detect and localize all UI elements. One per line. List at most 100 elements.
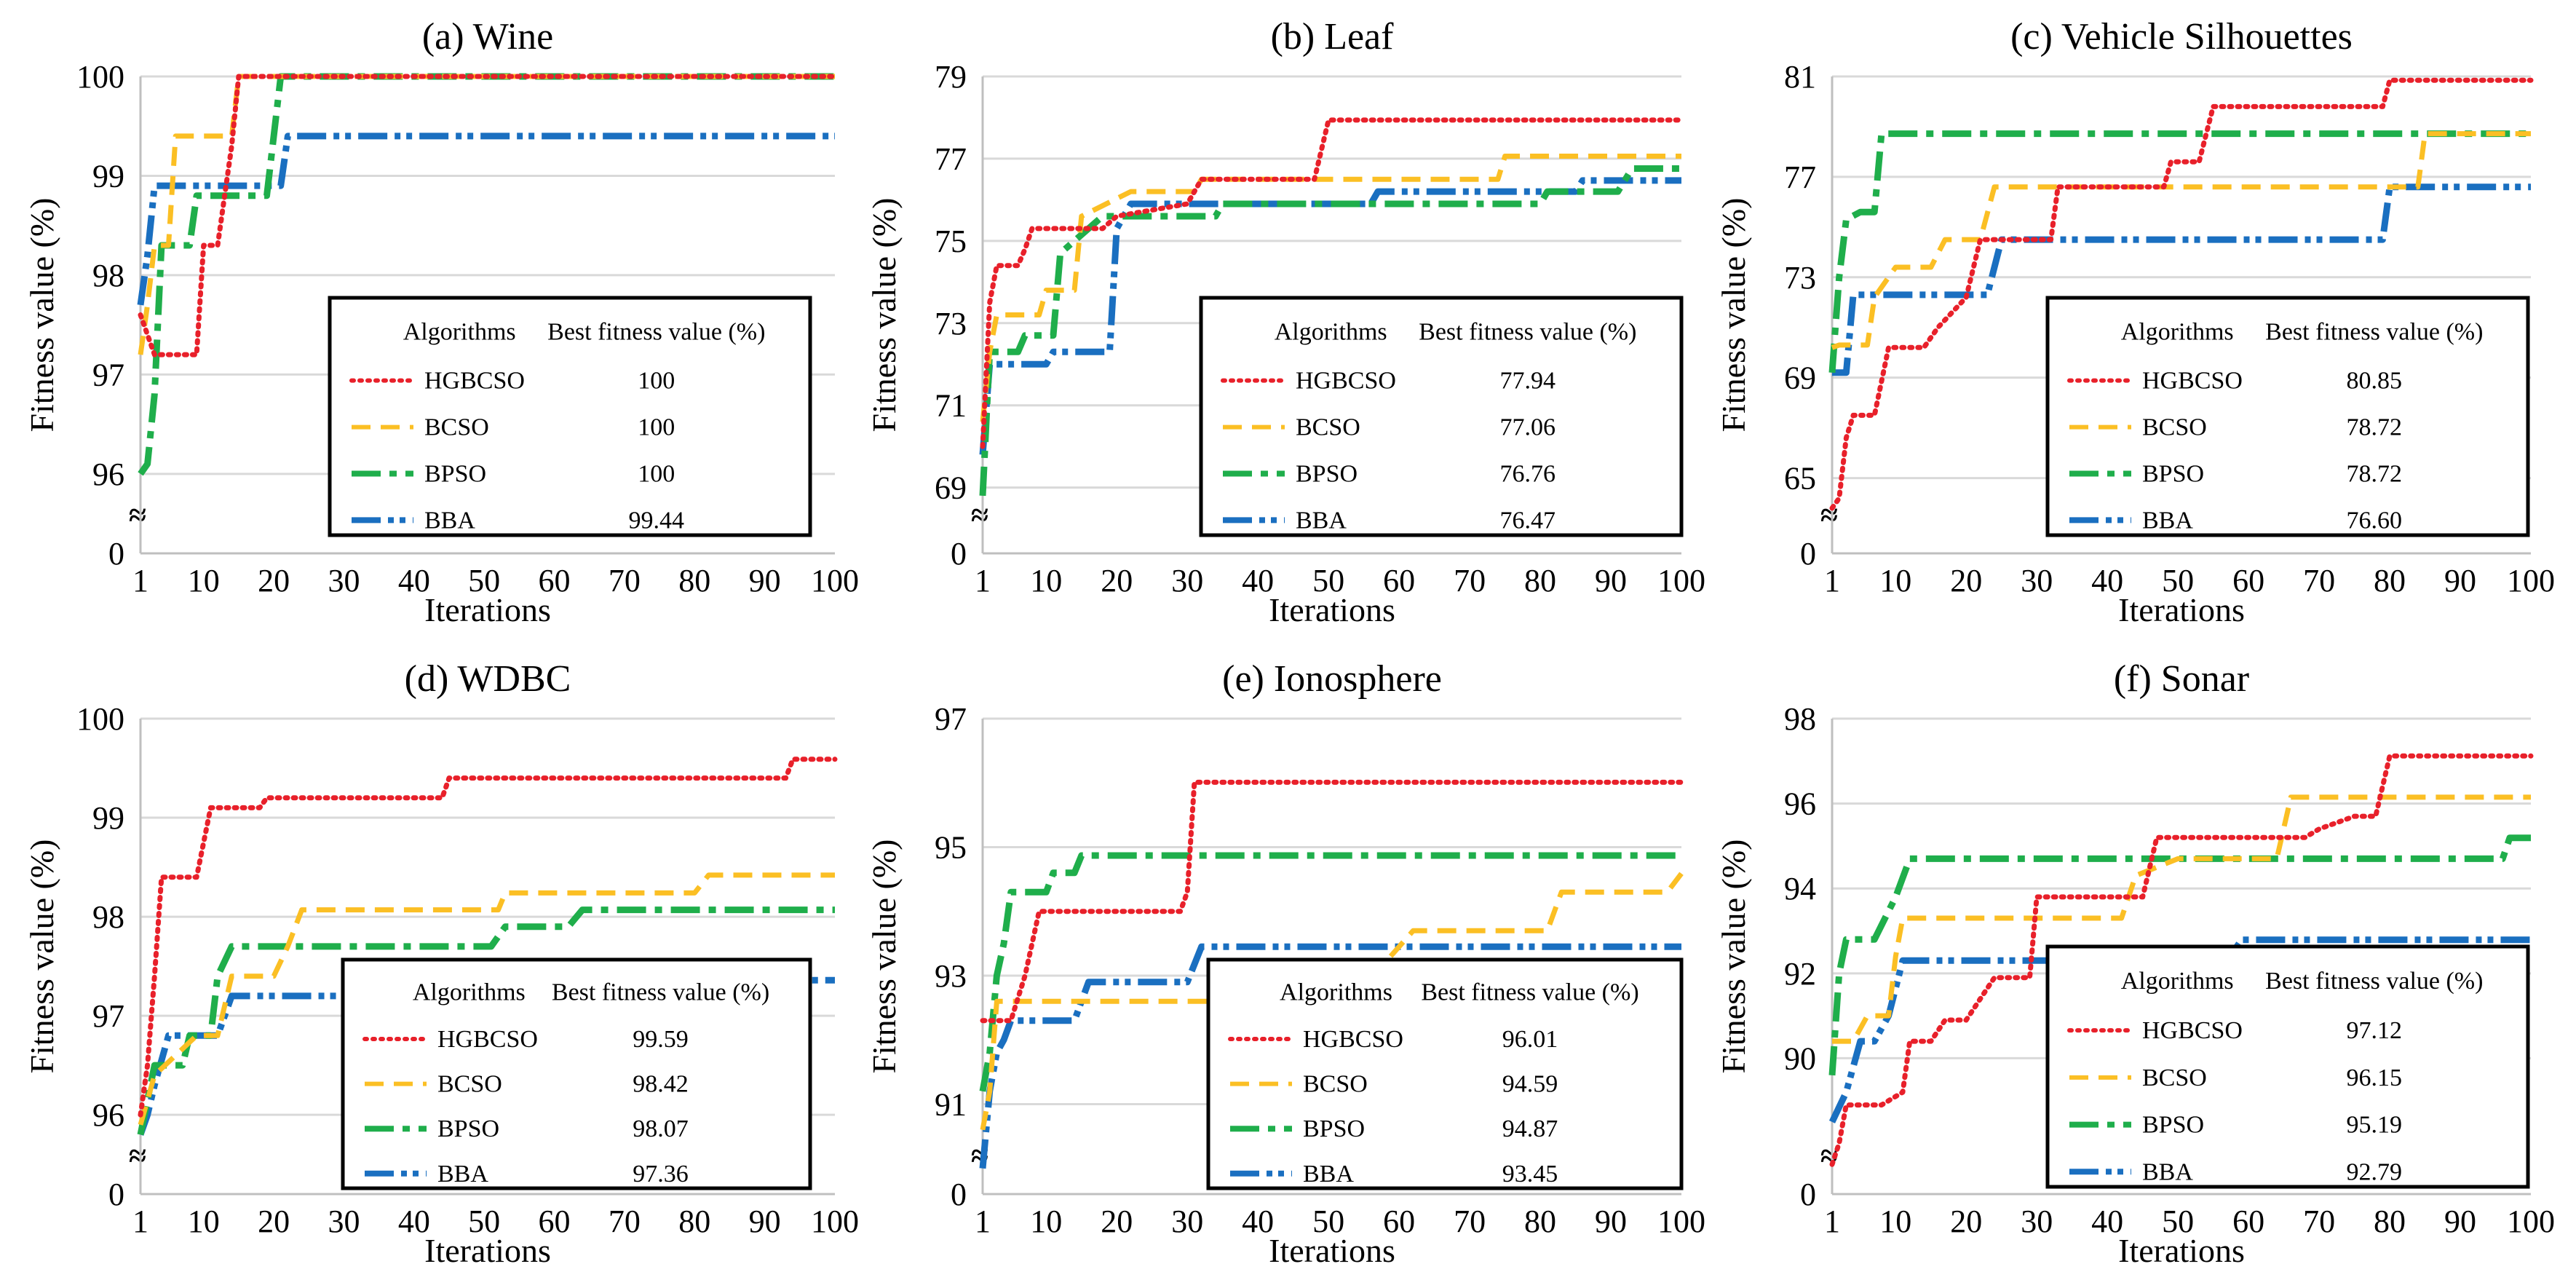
legend-name: BCSO	[2142, 1064, 2207, 1091]
series-line-hgbcso	[1829, 753, 2534, 1167]
x-tick-label: 40	[398, 563, 430, 598]
x-tick-label: 70	[1454, 563, 1486, 598]
legend-name: BCSO	[1303, 1071, 1368, 1098]
x-tick-label: 10	[1030, 1204, 1062, 1239]
y-tick-label-zero: 0	[951, 536, 967, 572]
series-line-bpso	[979, 165, 1681, 497]
y-tick-label: 65	[1784, 461, 1816, 497]
legend-value: 76.76	[1500, 460, 1556, 487]
x-tick-label: 60	[539, 563, 571, 598]
series-line-bba	[979, 943, 1681, 1169]
x-tick-label: 80	[678, 1204, 710, 1239]
x-tick-label: 50	[2162, 1204, 2194, 1239]
legend-name: HGBCSO	[2142, 368, 2243, 395]
x-tick-label: 90	[1595, 1204, 1627, 1239]
chart-title: (e) Ionosphere	[1222, 658, 1442, 700]
y-tick-label: 98	[92, 258, 124, 293]
x-tick-label: 50	[2162, 563, 2194, 598]
y-tick-label: 97	[92, 357, 124, 392]
series-line-bcso	[980, 872, 1684, 1131]
legend-name: BPSO	[424, 460, 486, 487]
legend-value: 96.01	[1502, 1026, 1558, 1053]
legend-value: 95.19	[2347, 1112, 2403, 1139]
x-tick-label: 10	[1879, 563, 1911, 598]
x-tick-label: 30	[1171, 563, 1203, 598]
y-tick-label: 97	[935, 701, 967, 737]
legend-name: HGBCSO	[1303, 1026, 1403, 1053]
y-tick-label: 96	[1784, 786, 1816, 822]
axis-break-symbol: ≈	[129, 1138, 146, 1174]
x-tick-label: 100	[811, 563, 859, 598]
y-tick-label: 90	[1784, 1040, 1816, 1076]
x-tick-label: 70	[2303, 1204, 2335, 1239]
x-tick-label: 40	[2091, 1204, 2123, 1239]
legend-name: BCSO	[2142, 414, 2207, 441]
legend-name: BBA	[2142, 507, 2193, 534]
series-line-bcso	[980, 154, 1681, 422]
x-tick-label: 80	[2374, 1204, 2406, 1239]
x-tick-label: 90	[1595, 563, 1627, 598]
x-tick-label: 80	[1524, 563, 1556, 598]
x-tick-label: 100	[1657, 1204, 1705, 1239]
y-tick-label: 71	[935, 388, 967, 424]
legend-value: 94.59	[1502, 1071, 1558, 1098]
legend-header-algorithms: Algorithms	[1275, 319, 1387, 346]
legend-header-best-fitness: Best fitness value (%)	[552, 979, 769, 1006]
x-tick-label: 10	[1030, 563, 1062, 598]
legend-name: BBA	[424, 507, 475, 534]
series-line-bpso	[1828, 130, 2531, 374]
x-tick-label: 70	[609, 1204, 641, 1239]
x-axis-label: Iterations	[2118, 1232, 2245, 1269]
y-tick-label: 100	[76, 701, 124, 737]
y-tick-label: 75	[935, 224, 967, 259]
y-tick-label-zero: 0	[951, 1177, 967, 1212]
x-tick-label: 80	[2374, 563, 2406, 598]
legend-box	[2045, 296, 2530, 537]
legend-name: BCSO	[424, 414, 489, 441]
series-line-bpso	[137, 906, 835, 1136]
y-tick-label: 98	[92, 899, 124, 935]
legend-box	[1199, 296, 1684, 537]
legend-name: HGBCSO	[2142, 1017, 2243, 1044]
legend-name: BCSO	[437, 1071, 502, 1098]
y-tick-label: 94	[1784, 871, 1816, 906]
x-tick-label: 30	[1171, 1204, 1203, 1239]
x-tick-label: 20	[258, 563, 290, 598]
y-tick-label: 73	[935, 306, 967, 341]
y-tick-label: 92	[1784, 956, 1816, 992]
x-tick-label: 30	[2021, 1204, 2053, 1239]
x-tick-label: 90	[749, 563, 781, 598]
x-tick-label: 70	[609, 563, 641, 598]
x-tick-label: 20	[1950, 563, 1982, 598]
x-axis-label: Iterations	[2118, 591, 2245, 628]
legend-value: 99.59	[633, 1026, 689, 1053]
x-tick-label: 1	[1824, 563, 1840, 598]
legend-name: BBA	[1296, 507, 1347, 534]
legend: Algorithms Best fitness value (%) HGBCSO 10…	[328, 296, 812, 537]
chart-panel-2: (b) Leaf 69 71 73 75 77 79 0≈1 10 20 30 40 50 60 70 80 9…	[865, 16, 1705, 628]
legend-header-best-fitness: Best fitness value (%)	[1421, 979, 1638, 1006]
legend-value: 97.36	[633, 1161, 689, 1188]
axis-break-symbol: ≈	[129, 497, 146, 533]
legend-name: BBA	[1303, 1161, 1354, 1188]
y-axis-label: Fitness value (%)	[1715, 198, 1752, 432]
legend-value: 77.06	[1500, 414, 1556, 441]
series-line-bba	[1832, 183, 2531, 376]
legend: Algorithms Best fitness value (%) HGBCSO 99…	[341, 957, 812, 1190]
x-tick-label: 10	[188, 563, 220, 598]
y-tick-label-zero: 0	[108, 536, 124, 572]
y-tick-label: 79	[935, 59, 967, 95]
legend-name: HGBCSO	[1296, 368, 1396, 395]
x-tick-label: 30	[328, 563, 360, 598]
legend-box	[1206, 957, 1684, 1190]
y-tick-label: 69	[935, 470, 967, 506]
x-tick-label: 50	[1312, 563, 1344, 598]
y-axis-label: Fitness value (%)	[865, 839, 903, 1074]
legend-value: 100	[638, 368, 675, 395]
legend-value: 97.12	[2347, 1017, 2403, 1044]
legend-value: 98.42	[633, 1071, 689, 1098]
legend-header-best-fitness: Best fitness value (%)	[547, 319, 765, 346]
y-tick-label: 96	[92, 1097, 124, 1133]
